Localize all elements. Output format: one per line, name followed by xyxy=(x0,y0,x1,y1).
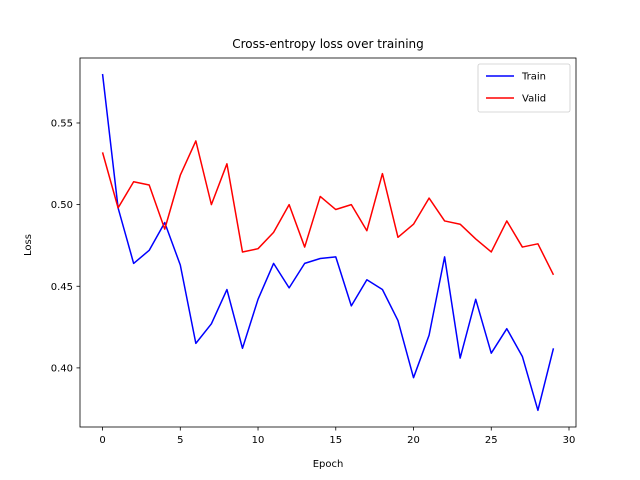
axes-frame xyxy=(79,57,577,428)
plot-area: 0 5 10 15 20 25 30 0.40 0.45 0.50 0.55 xyxy=(51,57,577,446)
y-axis-label: Loss xyxy=(23,234,34,256)
series-line-train xyxy=(101,73,555,412)
legend-label-train: Train xyxy=(521,72,546,83)
x-tick-label: 20 xyxy=(407,435,420,446)
y-tick-label: 0.55 xyxy=(51,118,73,129)
series-line-valid xyxy=(101,140,555,276)
y-tick-label: 0.50 xyxy=(51,200,73,211)
x-tick-label: 0 xyxy=(99,435,105,446)
chart-title: Cross-entropy loss over training xyxy=(232,37,424,51)
x-tick-label: 15 xyxy=(329,435,342,446)
x-tick-label: 30 xyxy=(563,435,576,446)
legend: Train Valid xyxy=(477,63,571,113)
y-tick-label: 0.40 xyxy=(51,363,73,374)
x-tick-label: 10 xyxy=(252,435,265,446)
legend-label-valid: Valid xyxy=(522,94,546,105)
x-tick-label: 25 xyxy=(485,435,498,446)
y-tick-label: 0.45 xyxy=(51,282,73,293)
x-tick-label: 5 xyxy=(177,435,183,446)
x-axis-label: Epoch xyxy=(313,459,344,470)
